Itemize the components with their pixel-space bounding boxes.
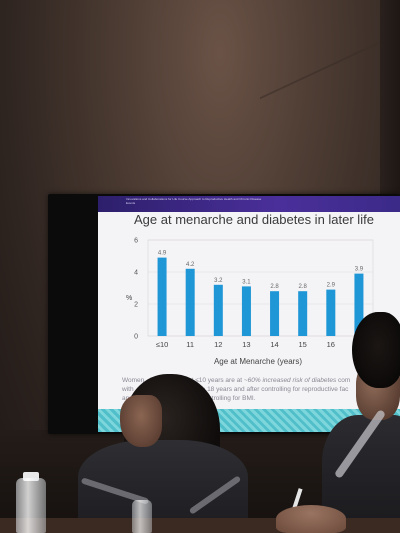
y-tick-label: 6 — [134, 238, 138, 245]
bar — [326, 289, 336, 336]
caption-part: with — [122, 386, 134, 393]
x-tick-label: 13 — [242, 340, 250, 349]
water-bottle — [16, 478, 46, 533]
data-label: 4.9 — [158, 251, 167, 257]
slide-header-bar — [98, 196, 400, 212]
data-label: 2.8 — [270, 284, 279, 290]
x-tick-label: 11 — [186, 340, 194, 349]
slide-title: Age at menarche and diabetes in later li… — [134, 212, 374, 227]
x-tick-label: 16 — [327, 340, 335, 349]
plot-frame — [147, 239, 374, 337]
caption-part: after controlling for BMI. — [186, 395, 256, 402]
caption-part: at age 18 years and after controlling fo… — [187, 386, 349, 393]
presentation-slide: Innovations and Collaborations for Life … — [98, 196, 400, 432]
x-tick-label: 12 — [214, 340, 222, 349]
caption-emphasis: ~60% increased risk of diabetes — [243, 377, 337, 384]
y-axis-label: % — [126, 295, 132, 302]
x-tick-label: ≤10 — [156, 340, 168, 349]
data-label: 4.2 — [186, 262, 195, 268]
caption-part: Women — [122, 377, 145, 384]
bar — [185, 268, 195, 336]
data-label: 3.2 — [214, 278, 223, 284]
y-tick-label: 4 — [134, 270, 138, 277]
y-tick-label: 0 — [134, 334, 138, 341]
data-label: 3.9 — [355, 267, 364, 273]
audience-woman-face — [120, 395, 162, 447]
water-bottle-cap — [23, 472, 39, 481]
bar-chart: 0 2 4 6 4.9 ≤10 4.2 11 3.2 12 3.1 13 2.8 14 2.8 15 2.9 16… — [126, 238, 374, 366]
x-tick-label: 14 — [270, 340, 278, 349]
x-tick-label: 15 — [299, 340, 307, 349]
hand — [276, 505, 346, 533]
caption-part: at ≤10 years are at — [187, 377, 244, 384]
caption-part: com — [336, 377, 351, 384]
bar — [270, 291, 280, 336]
data-label: 2.8 — [299, 284, 308, 290]
bar — [354, 273, 364, 336]
bar — [298, 291, 308, 336]
bar — [157, 257, 167, 336]
x-axis-label: Age at Menarche (years) — [214, 357, 302, 366]
data-label: 2.9 — [327, 283, 336, 289]
water-bottle — [132, 500, 152, 533]
slide-header-text: Innovations and Collaborations for Life … — [126, 197, 262, 205]
data-label: 3.1 — [242, 279, 251, 285]
audience-man-hair — [352, 312, 400, 388]
bar — [241, 286, 251, 336]
y-tick-label: 2 — [134, 302, 138, 309]
bar — [213, 284, 223, 336]
